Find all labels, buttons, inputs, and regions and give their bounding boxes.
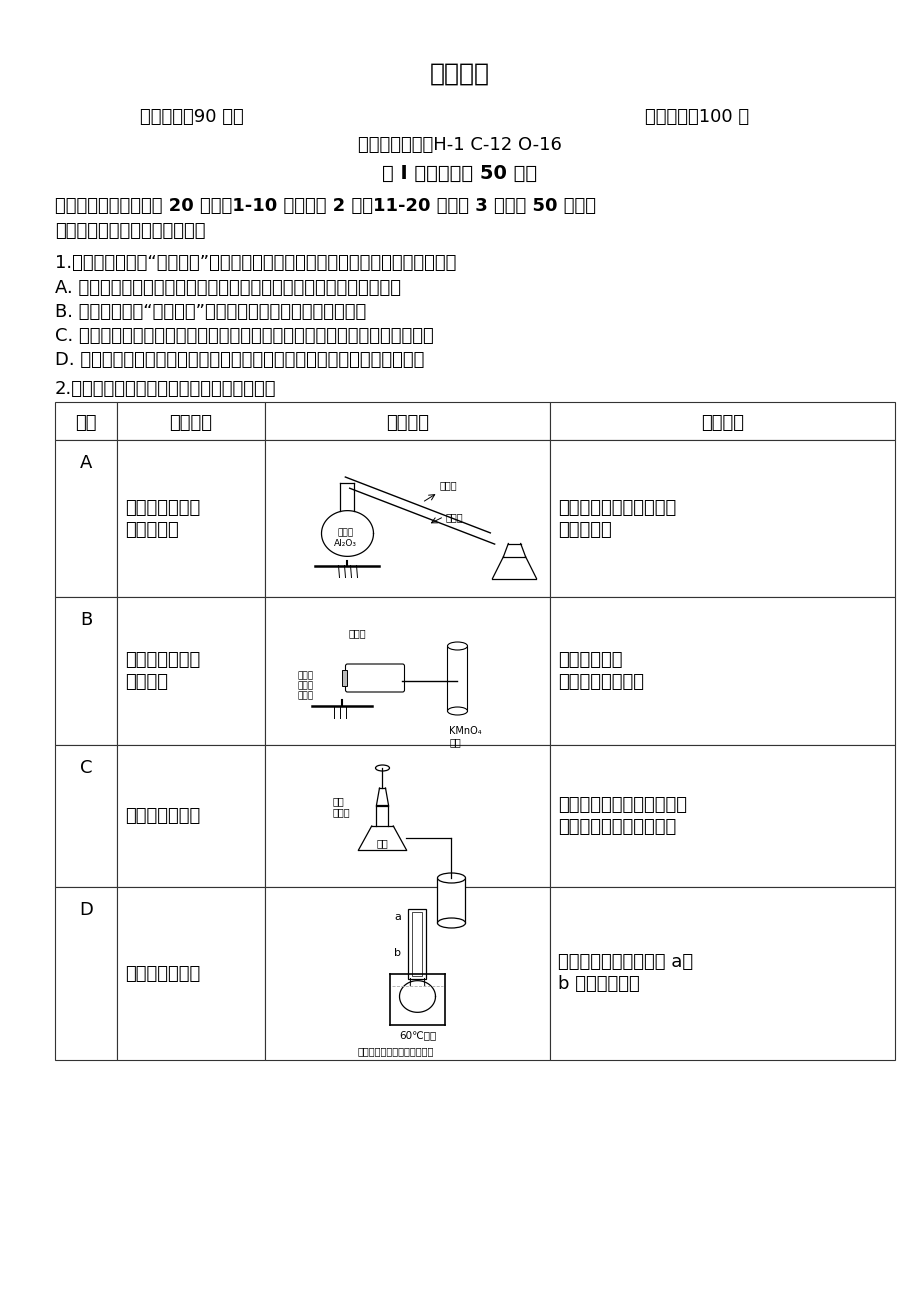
Text: D. 中国研制的新冠肺炎疫苗已进入临床试验阶段，抗病毒疫苗需要低温保存: D. 中国研制的新冠肺炎疫苗已进入临床试验阶段，抗病毒疫苗需要低温保存 (55, 352, 424, 368)
Text: KMnO₄
溶液: KMnO₄ 溶液 (449, 727, 482, 747)
Text: 相对原子质量：H-1 C-12 O-16: 相对原子质量：H-1 C-12 O-16 (357, 135, 562, 154)
Text: B: B (80, 611, 92, 629)
Text: 60℃水浴: 60℃水浴 (399, 1030, 436, 1040)
Bar (265, 598, 550, 745)
Text: 实验分析: 实验分析 (700, 414, 743, 432)
Bar (55, 440, 117, 598)
Bar (342, 671, 347, 686)
Text: 进水口: 进水口 (446, 513, 463, 522)
Bar (550, 887, 894, 1060)
Text: 碎瓷片: 碎瓷片 (348, 628, 366, 638)
Text: 催化裂解正戊烷: 催化裂解正戊烷 (125, 499, 200, 517)
Text: a: a (394, 913, 401, 923)
Ellipse shape (437, 918, 465, 928)
Text: 实验室制礀基苯: 实验室制礀基苯 (125, 965, 200, 983)
Bar (265, 745, 550, 887)
Text: 1.一场突如其来的“新冠疫情”让我们暂时不能正常开学。下列说法中正确的是（）: 1.一场突如其来的“新冠疫情”让我们暂时不能正常开学。下列说法中正确的是（） (55, 254, 456, 272)
Text: 反应完全后，可用仪器 a、: 反应完全后，可用仪器 a、 (558, 953, 692, 971)
Text: 石蜖油分解的: 石蜖油分解的 (558, 651, 622, 669)
Bar (117, 402, 265, 440)
Bar (55, 745, 117, 887)
Text: D: D (79, 901, 93, 919)
Bar (55, 887, 117, 1060)
Text: 小题只有一个选项符合题意。）: 小题只有一个选项符合题意。） (55, 223, 205, 240)
Text: 选项: 选项 (75, 414, 96, 432)
Bar (117, 745, 265, 887)
Text: 2.下列有关实验的图示及分析均正确的是（）: 2.下列有关实验的图示及分析均正确的是（） (55, 380, 277, 398)
Text: 用饱和食盐水代替纯水，可: 用饱和食盐水代替纯水，可 (558, 796, 686, 814)
FancyBboxPatch shape (346, 664, 404, 691)
Bar (265, 440, 550, 598)
Ellipse shape (447, 707, 467, 715)
Bar (550, 745, 894, 887)
Bar (408, 909, 426, 979)
Bar (117, 887, 265, 1060)
Bar (447, 646, 467, 711)
Bar (412, 911, 422, 975)
Ellipse shape (375, 766, 389, 771)
Text: 考试时间：90 分钟: 考试时间：90 分钟 (140, 108, 244, 126)
Text: A. 垃圾分类清运是防止二次污染的重要一环，废弃口罩属于可回收垃圾: A. 垃圾分类清运是防止二次污染的重要一环，废弃口罩属于可回收垃圾 (55, 279, 401, 297)
Text: 并收集产物: 并收集产物 (125, 521, 178, 539)
Bar (55, 598, 117, 745)
Text: 正戊烷
Al₂O₃: 正戊烷 Al₂O₃ (334, 529, 357, 548)
Text: A: A (80, 454, 92, 473)
Bar (55, 402, 117, 440)
Text: 试题满分：100 分: 试题满分：100 分 (644, 108, 748, 126)
Text: 石蜖油的分解并: 石蜖油的分解并 (125, 651, 200, 669)
Text: b 蜆馏提纯产品: b 蜆馏提纯产品 (558, 975, 639, 993)
Ellipse shape (447, 642, 467, 650)
Ellipse shape (437, 874, 465, 883)
Text: 一、选择题（本题包括 20 小题，1-10 题每小题 2 分，11-20 题每题 3 分，共 50 分。每: 一、选择题（本题包括 20 小题，1-10 题每小题 2 分，11-20 题每题… (55, 197, 596, 215)
Text: 产物含有不饱和烃: 产物含有不饱和烃 (558, 673, 643, 691)
Text: 化学试卷: 化学试卷 (429, 62, 490, 86)
Bar (265, 402, 550, 440)
Text: 达到降低反应速率的目的: 达到降低反应速率的目的 (558, 818, 675, 836)
Text: C: C (80, 759, 92, 777)
Bar (550, 440, 894, 598)
Text: 制取并收集乙殔: 制取并收集乙殔 (125, 807, 200, 825)
Text: 浓硫酸、浓礀酸和苯的混合物: 浓硫酸、浓礀酸和苯的混合物 (357, 1047, 434, 1056)
Text: b: b (394, 948, 401, 957)
Text: B. 为了防止感染“新冠病毒”，坚持每天使用无水酒精杀菌消毒: B. 为了防止感染“新冠病毒”，坚持每天使用无水酒精杀菌消毒 (55, 303, 366, 322)
Text: 实验目的: 实验目的 (169, 414, 212, 432)
Text: 实验图示: 实验图示 (386, 414, 428, 432)
Text: 正戊烷裂解为分子较小的: 正戊烷裂解为分子较小的 (558, 499, 675, 517)
Text: 检验产物: 检验产物 (125, 673, 168, 691)
Text: 第 I 卷（选择题 50 分）: 第 I 卷（选择题 50 分） (382, 164, 537, 184)
Bar (265, 887, 550, 1060)
Text: 浸透了
石蜖油
的石棉: 浸透了 石蜖油 的石棉 (297, 671, 313, 700)
Text: 烷烃和烯烃: 烷烃和烯烃 (558, 521, 611, 539)
Bar (550, 598, 894, 745)
Bar (437, 878, 465, 923)
Text: C. 以纯净物聚丙烯为原料生产的燔噴布，在口罩材料中发挥着不可替代的作用: C. 以纯净物聚丙烯为原料生产的燔噴布，在口罩材料中发挥着不可替代的作用 (55, 327, 433, 345)
Bar (117, 598, 265, 745)
Text: 出水口: 出水口 (439, 480, 457, 491)
Bar (550, 402, 894, 440)
Text: 饱和
食盐水: 饱和 食盐水 (332, 796, 350, 818)
Bar (117, 440, 265, 598)
Text: 雵石: 雵石 (376, 838, 388, 848)
